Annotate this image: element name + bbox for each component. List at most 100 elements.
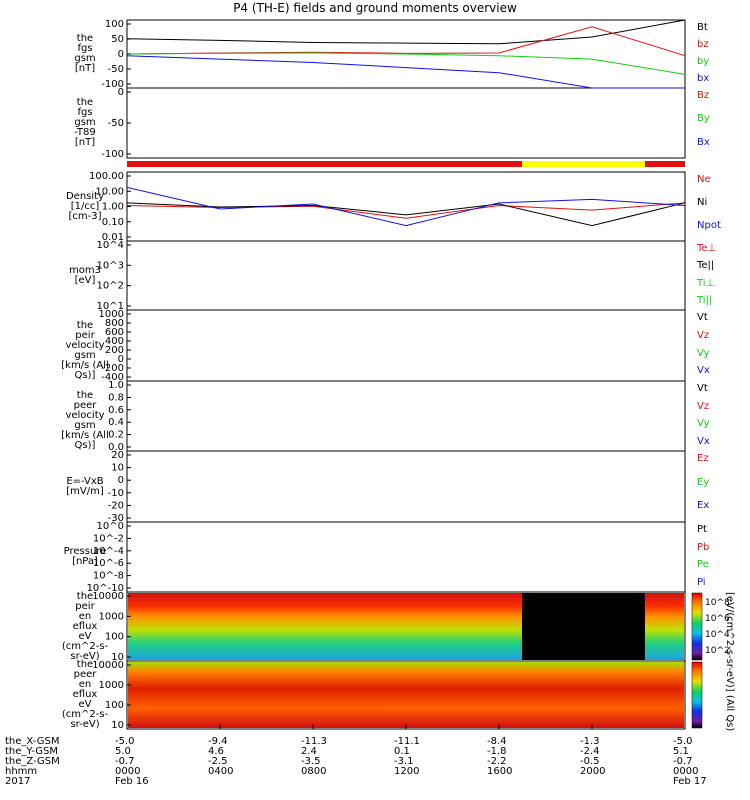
ephem-value: 0400 (208, 766, 234, 777)
ytick-peir_spec: 1000 (99, 611, 124, 622)
ylabel-line: the (76, 590, 94, 602)
ytick-density: 100.00 (89, 171, 124, 182)
ylabel-line: the (76, 97, 94, 108)
ytick-fgs: -100 (101, 79, 124, 90)
ylabel-line: eflux (72, 620, 98, 632)
legend-pressure-Pb: Pb (697, 541, 710, 553)
legend-temp-Te||: Te|| (697, 260, 715, 272)
colorbar-label: [eV/(cm^2-s-sr-eV)] (All Qs) (724, 592, 735, 732)
legend-density-Ne: Ne (697, 174, 711, 185)
ylabel-density: Density [1/cc] [cm-3] (50, 191, 120, 222)
ytick-peer_spec: 1000 (99, 680, 124, 691)
mode-bar-red-1 (127, 161, 522, 167)
legend-peer_vel-Vy: Vy (697, 418, 710, 429)
ephem-value: Feb 16 (115, 776, 149, 787)
colorbar-tick: 10^8 (705, 598, 730, 608)
ylabel-line: gsm (74, 117, 96, 128)
legend-peer_vel-Vx: Vx (697, 435, 710, 447)
ylabel-efield: E=-VxB [mV/m] (50, 475, 120, 497)
ytick-pressure: 10^0 (97, 521, 124, 532)
ylabel-temp: mom3 [eV] (50, 265, 120, 286)
ephem-value: -11.3 (301, 736, 327, 747)
ytick-density: 0.01 (102, 232, 124, 243)
ytick-peir_spec: 10000 (92, 591, 124, 602)
ytick-pressure: 10^-6 (93, 558, 124, 569)
ytick-pressure: 10^-10 (87, 583, 124, 594)
ylabel-line: the (76, 390, 94, 401)
legend-peer_vel-Vz: Vz (697, 400, 710, 412)
ytick-peir_vel: -400 (101, 372, 124, 383)
ytick-density: 0.10 (102, 217, 124, 228)
ephem-value: -0.7 (673, 756, 693, 767)
ylabel-line: the (76, 33, 94, 44)
ytick-pressure: 10^-4 (93, 546, 124, 557)
ylabel-line: -T89 (74, 127, 96, 138)
ylabel-line: (cm^2-s- (61, 640, 109, 652)
ephem-value: -2.5 (208, 756, 228, 767)
ylabel-line: the (76, 319, 94, 331)
ephem-value: -9.4 (208, 736, 228, 747)
ytick-peer_vel: 1.0 (108, 380, 124, 391)
legend-efield-Ey: Ey (697, 476, 710, 488)
ytick-peer_spec: 100 (105, 700, 124, 711)
ylabel-line: E=-VxB (66, 475, 104, 487)
ylabel-peir_spec: the peir en eflux eV (cm^2-s-sr-eV) (50, 590, 120, 662)
ylabel-line: en (78, 610, 92, 622)
ylabel-line: [nT] (74, 63, 96, 74)
ytick-peer_vel: 0.4 (108, 417, 124, 428)
ytick-peer_vel: 0.0 (108, 442, 124, 453)
ylabel-line: [1/cc] (70, 200, 100, 212)
ylabel-pressure: Pressure [nPa] (50, 547, 120, 567)
series-bx (126, 55, 685, 89)
ytick-temp: 10^1 (97, 301, 124, 312)
ytick-temp: 10^2 (97, 281, 124, 292)
ylabel-line: en (78, 679, 92, 690)
legend-pressure-Pi: Pi (697, 576, 706, 588)
ylabel-line: the (76, 659, 94, 670)
ylabel-line: [mV/m] (66, 485, 104, 497)
ytick-peir_vel: 200 (105, 345, 124, 356)
ephem-value: 5.0 (115, 746, 131, 757)
legend-density-Npot: Npot (697, 220, 721, 231)
ephem-value: Feb 17 (673, 776, 707, 787)
ytick-peir_vel: -200 (101, 363, 124, 374)
ytick-peer_spec: 10000 (92, 660, 124, 671)
ytick-peir_vel: 400 (105, 336, 124, 347)
ephem-value: -2.2 (487, 756, 507, 767)
legend-efield-Ez: Ez (697, 453, 709, 464)
ytick-efield: -10 (108, 488, 124, 499)
ephem-value: -0.5 (580, 756, 600, 767)
legend-fgs_dev-Bz: Bz (697, 90, 710, 101)
legend-peir_vel-Vx: Vx (697, 365, 710, 377)
ephem-value: 2.4 (301, 746, 317, 757)
peir-spectrogram-gap (522, 593, 645, 660)
ylabel-peer_vel: the peer velocity gsm [km/s (All Qs)] (50, 391, 120, 451)
ephem-value: 0800 (301, 766, 327, 777)
ytick-pressure: 10^-8 (93, 571, 124, 582)
ytick-density: 10.00 (95, 186, 124, 197)
ephem-value: 1200 (394, 766, 420, 777)
ylabel-fgs_dev: the fgs gsm -T89 [nT] (50, 98, 120, 148)
ephem-value: 0000 (115, 766, 141, 777)
legend-peir_vel-Vt: Vt (697, 312, 708, 323)
legend-efield-Ex: Ex (697, 500, 710, 512)
ephem-value: 2000 (580, 766, 606, 777)
panel-frame-fgs-dev (126, 87, 686, 159)
peer-spectrogram (128, 662, 684, 728)
ylabel-line: peir (75, 600, 95, 612)
ephem-value: -11.1 (394, 736, 420, 747)
ylabel-line: velocity (65, 339, 105, 351)
legend-fgs-bz: bz (697, 39, 709, 50)
ytick-peer_vel: 0.6 (108, 405, 124, 416)
ylabel-line: [km/s (All Qs)] (61, 430, 109, 451)
ephem-value: 1600 (487, 766, 513, 777)
colorbar-tick: 10^6 (705, 614, 730, 624)
ephem-value: -8.4 (487, 736, 507, 747)
ytick-peir_spec: 10 (111, 652, 124, 663)
ephem-value: 5.1 (673, 746, 689, 757)
legend-fgs_dev-By: By (697, 113, 710, 125)
ephem-value: -2.4 (580, 746, 600, 757)
ylabel-peir_vel: the peir velocity gsm [km/s (All Qs)] (50, 319, 120, 381)
colorbar-2 (691, 661, 703, 729)
ephem-value: -3.1 (394, 756, 414, 767)
